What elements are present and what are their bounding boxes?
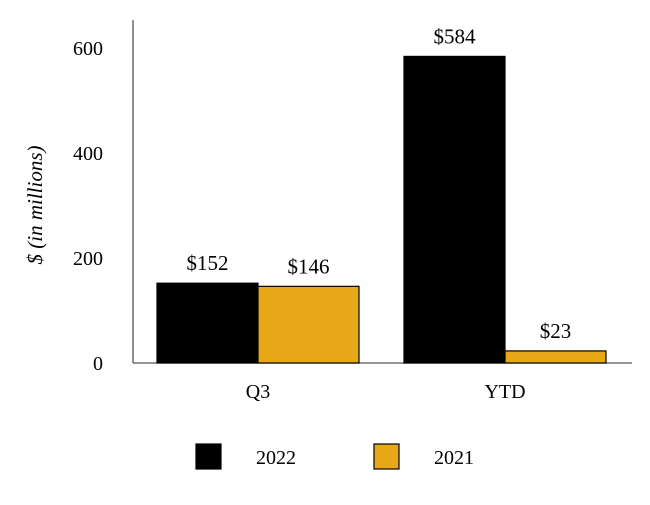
legend-swatch-2022: [195, 443, 222, 470]
legend-label-2021: 2021: [434, 447, 474, 469]
bar-ytd-2022: [403, 55, 506, 364]
y-axis-ticks: 0 200 400 600: [73, 38, 103, 375]
y-tick-label: 400: [73, 143, 103, 165]
category-label: Q3: [246, 381, 270, 403]
bar-q3-2022: [156, 282, 259, 364]
legend-swatch-2021: [373, 443, 400, 470]
data-label: $584: [434, 24, 477, 48]
y-tick-label: 200: [73, 248, 103, 270]
data-labels: $152 $146 $584 $23: [187, 24, 572, 343]
legend: 2022 2021: [195, 443, 474, 470]
category-label: YTD: [484, 381, 525, 403]
category-labels: Q3 YTD: [246, 381, 526, 403]
bar-q3-2021: [257, 285, 360, 364]
legend-label-2022: 2022: [256, 447, 296, 469]
bar-ytd-2021: [504, 350, 607, 364]
y-axis-title: $ (in millions): [23, 145, 47, 264]
data-label: $152: [187, 251, 229, 275]
data-label: $146: [288, 254, 330, 278]
data-label: $23: [540, 319, 572, 343]
y-tick-label: 0: [93, 353, 103, 375]
y-tick-label: 600: [73, 38, 103, 60]
bars: [156, 55, 607, 364]
